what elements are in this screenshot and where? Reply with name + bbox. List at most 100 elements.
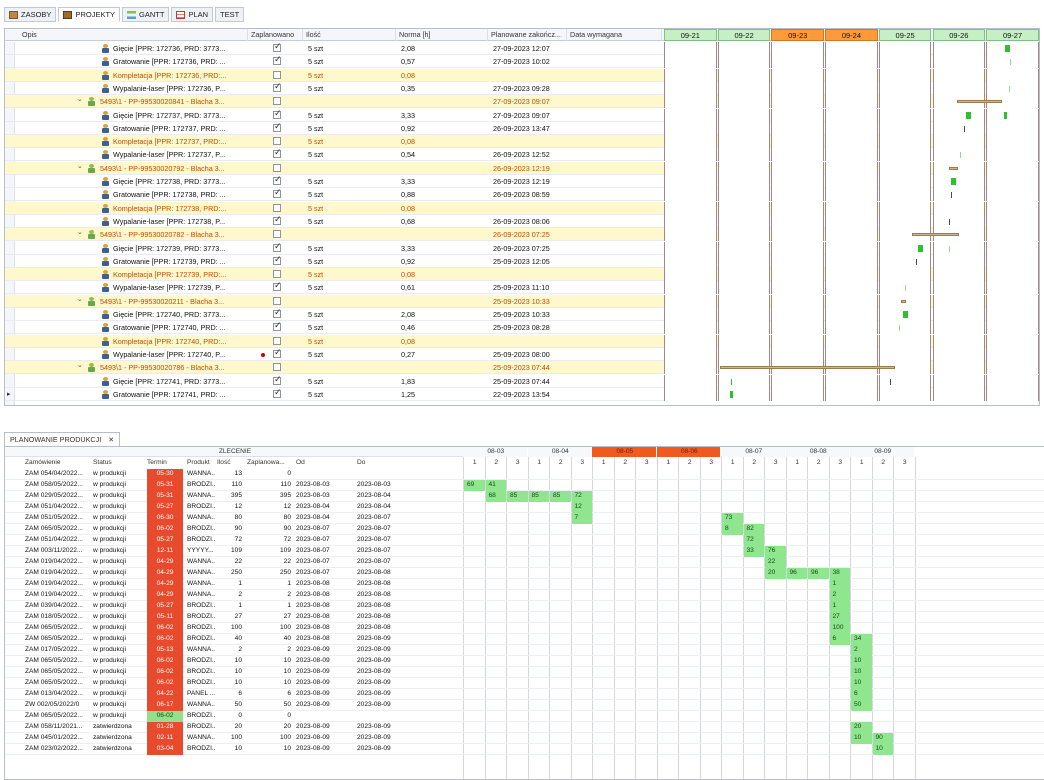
gantt-operation-block[interactable] bbox=[950, 178, 956, 185]
collapse-toggle-icon[interactable]: ⌄ bbox=[77, 295, 83, 303]
planned-checkbox[interactable] bbox=[273, 97, 281, 106]
planned-checkbox[interactable] bbox=[273, 363, 281, 372]
planned-quantity-cell[interactable]: 10 bbox=[851, 656, 872, 667]
planned-quantity-cell[interactable]: 50 bbox=[851, 700, 872, 711]
column-header[interactable]: Do bbox=[357, 459, 366, 466]
plan-row[interactable]: ZAM 065/05/2022... w produkcji 06-02 BRODZI… bbox=[5, 634, 1044, 645]
planned-quantity-cell[interactable]: 38 bbox=[829, 568, 850, 579]
planned-checkbox[interactable] bbox=[273, 387, 282, 398]
table-row[interactable]: Gratowanie [PPR: 172736, PRD: ... 5 szt 0,… bbox=[5, 54, 1039, 69]
planned-quantity-cell[interactable]: 20 bbox=[851, 722, 872, 733]
planned-quantity-cell[interactable]: 2 bbox=[829, 590, 850, 601]
planned-checkbox[interactable] bbox=[273, 70, 281, 79]
planned-quantity-cell[interactable]: 73 bbox=[722, 513, 743, 524]
gantt-operation-tick[interactable] bbox=[963, 125, 965, 132]
planned-checkbox[interactable] bbox=[273, 187, 282, 199]
planned-checkbox[interactable] bbox=[273, 147, 282, 159]
table-row[interactable]: ⌄ 5493\1 - PP-99530020792 - Blacha 3... 26… bbox=[5, 161, 1039, 175]
gantt-operation-tick[interactable] bbox=[948, 245, 950, 252]
column-header[interactable]: Norma [h] bbox=[396, 29, 488, 41]
table-row[interactable]: ⌄ 5493\1 - PP-99530020782 - Blacha 3... 26… bbox=[5, 228, 1039, 242]
plan-row[interactable]: ZAM 051/04/2022... w produkcji 05-27 BRODZI… bbox=[5, 502, 1044, 513]
column-header[interactable]: Status bbox=[93, 459, 112, 466]
table-row[interactable]: Wypalanie-laser [PPR: 172739, P... 5 szt 0… bbox=[5, 280, 1039, 295]
plan-row[interactable]: ZAM 013/04/2022... w produkcji 04-22 PANEL … bbox=[5, 689, 1044, 700]
gantt-operation-tick[interactable] bbox=[960, 152, 962, 159]
planned-quantity-cell[interactable]: 7 bbox=[571, 513, 592, 524]
table-row[interactable]: Kompletacja [PPR: 172737, PRD:... 5 szt 0,… bbox=[5, 135, 1039, 149]
column-header[interactable]: Data wymagana bbox=[567, 29, 662, 41]
table-row[interactable]: ⌄ 5493\1 - PP-99530020211 - Blacha 3... 25… bbox=[5, 294, 1039, 308]
planned-quantity-cell[interactable]: 6 bbox=[851, 689, 872, 700]
column-header[interactable]: Planowane zakończ... bbox=[488, 29, 567, 41]
collapse-toggle-icon[interactable]: ⌄ bbox=[77, 96, 83, 104]
plan-row[interactable]: ZAM 017/05/2022... w produkcji 05-13 WANNA.… bbox=[5, 645, 1044, 656]
table-row[interactable]: Gratowanie [PPR: 172740, PRD: ... 5 szt 0,… bbox=[5, 320, 1039, 335]
planned-quantity-cell[interactable]: 10 bbox=[851, 733, 872, 744]
plan-row[interactable]: ZAM 051/05/2022... w produkcji 06-30 WANNA.… bbox=[5, 513, 1044, 524]
plan-row[interactable]: ZAM 065/05/2022... w produkcji 06-02 BRODZI… bbox=[5, 711, 1044, 722]
gantt-operation-tick[interactable] bbox=[899, 325, 901, 332]
gantt-operation-tick[interactable] bbox=[731, 378, 733, 385]
planned-checkbox[interactable] bbox=[273, 137, 281, 146]
plan-row[interactable]: ZAM 029/05/2022... w produkcji 05-31 WANNA.… bbox=[5, 491, 1044, 502]
planned-quantity-cell[interactable]: 96 bbox=[786, 568, 807, 579]
planned-quantity-cell[interactable]: 10 bbox=[872, 744, 893, 755]
planned-checkbox[interactable] bbox=[273, 241, 282, 252]
planned-checkbox[interactable] bbox=[273, 214, 282, 225]
column-header[interactable]: Zaplanowa... bbox=[247, 459, 285, 466]
table-row[interactable]: Gratowanie [PPR: 172741, PRD: ... 5 szt 1,… bbox=[5, 387, 1039, 401]
plan-row[interactable]: ZAM 023/02/2022... zatwierdzona 03-04 BRODZ… bbox=[5, 744, 1044, 755]
gantt-operation-block[interactable] bbox=[902, 311, 908, 318]
tab-plan[interactable]: PLAN bbox=[171, 7, 214, 22]
gantt-operation-block[interactable] bbox=[730, 390, 734, 398]
plan-row[interactable]: ZAM 065/05/2022... w produkcji 06-02 BRODZI… bbox=[5, 667, 1044, 678]
plan-row[interactable]: ZAM 039/04/2022... w produkcji 05-27 BRODZI… bbox=[5, 601, 1044, 612]
table-row[interactable]: Wypalanie-laser [PPR: 172736, P... 5 szt 0… bbox=[5, 81, 1039, 95]
table-row[interactable]: ⌄ 5493\1 - PP-99530020786 - Blacha 3... 25… bbox=[5, 361, 1039, 375]
planned-checkbox[interactable] bbox=[273, 121, 282, 132]
planned-quantity-cell[interactable]: 96 bbox=[808, 568, 829, 579]
collapse-toggle-icon[interactable]: ⌄ bbox=[77, 162, 83, 170]
table-row[interactable]: Kompletacja [PPR: 172738, PRD:... 5 szt 0,… bbox=[5, 201, 1039, 215]
plan-row[interactable]: ZAM 065/05/2022... w produkcji 06-02 BRODZI… bbox=[5, 623, 1044, 634]
column-header[interactable]: Termin bbox=[147, 459, 167, 466]
planned-checkbox[interactable] bbox=[273, 230, 281, 239]
plan-row[interactable]: ZAM 045/01/2022... zatwierdzona 02-11 WANNA… bbox=[5, 733, 1044, 744]
planned-checkbox[interactable] bbox=[273, 336, 281, 345]
table-row[interactable]: Gięcie [PPR: 172738, PRD: 3773... 5 szt 3,… bbox=[5, 174, 1039, 188]
column-header[interactable]: Zaplanowano bbox=[248, 29, 303, 41]
table-row[interactable]: Kompletacja [PPR: 172739, PRD:... 5 szt 0,… bbox=[5, 268, 1039, 282]
planned-quantity-cell[interactable]: 2 bbox=[851, 645, 872, 656]
planned-quantity-cell[interactable]: 6 bbox=[829, 634, 850, 645]
gantt-operation-tick[interactable] bbox=[916, 258, 918, 265]
gantt-operation-tick[interactable] bbox=[1008, 85, 1010, 92]
table-row[interactable]: Gratowanie [PPR: 172739, PRD: ... 5 szt 0,… bbox=[5, 254, 1039, 268]
table-row[interactable]: Wypalanie-laser [PPR: 172740, P... 5 szt 0… bbox=[5, 347, 1039, 361]
planned-checkbox[interactable] bbox=[273, 254, 282, 265]
plan-row[interactable]: ZAM 065/05/2022... w produkcji 06-02 BRODZI… bbox=[5, 678, 1044, 689]
gantt-operation-block[interactable] bbox=[1003, 111, 1007, 119]
planned-checkbox[interactable] bbox=[273, 347, 282, 358]
table-row[interactable]: Kompletacja [PPR: 172736, PRD:... 5 szt 0,… bbox=[5, 68, 1039, 82]
planned-quantity-cell[interactable]: 85 bbox=[550, 491, 571, 502]
gantt-operation-tick[interactable] bbox=[950, 192, 952, 199]
planned-quantity-cell[interactable]: 72 bbox=[571, 491, 592, 502]
gantt-summary-bar[interactable] bbox=[901, 299, 906, 303]
planned-quantity-cell[interactable]: 10 bbox=[851, 678, 872, 689]
gantt-summary-bar[interactable] bbox=[948, 166, 959, 170]
tab-planowanie-produkcji[interactable]: PLANOWANIE PRODUKCJI ✕ bbox=[4, 432, 121, 446]
gantt-summary-bar[interactable] bbox=[912, 233, 960, 237]
plan-row[interactable]: ZAM 003/11/2022... w produkcji 12-11 YYYYY.… bbox=[5, 546, 1044, 557]
table-row[interactable]: Gratowanie [PPR: 172737, PRD: ... 5 szt 0,… bbox=[5, 121, 1039, 135]
column-header[interactable]: Ilość bbox=[217, 459, 231, 466]
column-header[interactable]: Opis bbox=[19, 29, 248, 41]
gantt-operation-tick[interactable] bbox=[904, 285, 906, 292]
planned-quantity-cell[interactable]: 76 bbox=[765, 546, 786, 557]
planned-checkbox[interactable] bbox=[273, 307, 282, 318]
tab-projekty[interactable]: PROJEKTY bbox=[58, 7, 121, 22]
planned-checkbox[interactable] bbox=[273, 174, 282, 185]
planned-quantity-cell[interactable]: 69 bbox=[464, 480, 485, 491]
planned-checkbox[interactable] bbox=[273, 163, 281, 172]
table-row[interactable]: Gięcie [PPR: 172741, PRD: 3773... 5 szt 1,… bbox=[5, 374, 1039, 388]
